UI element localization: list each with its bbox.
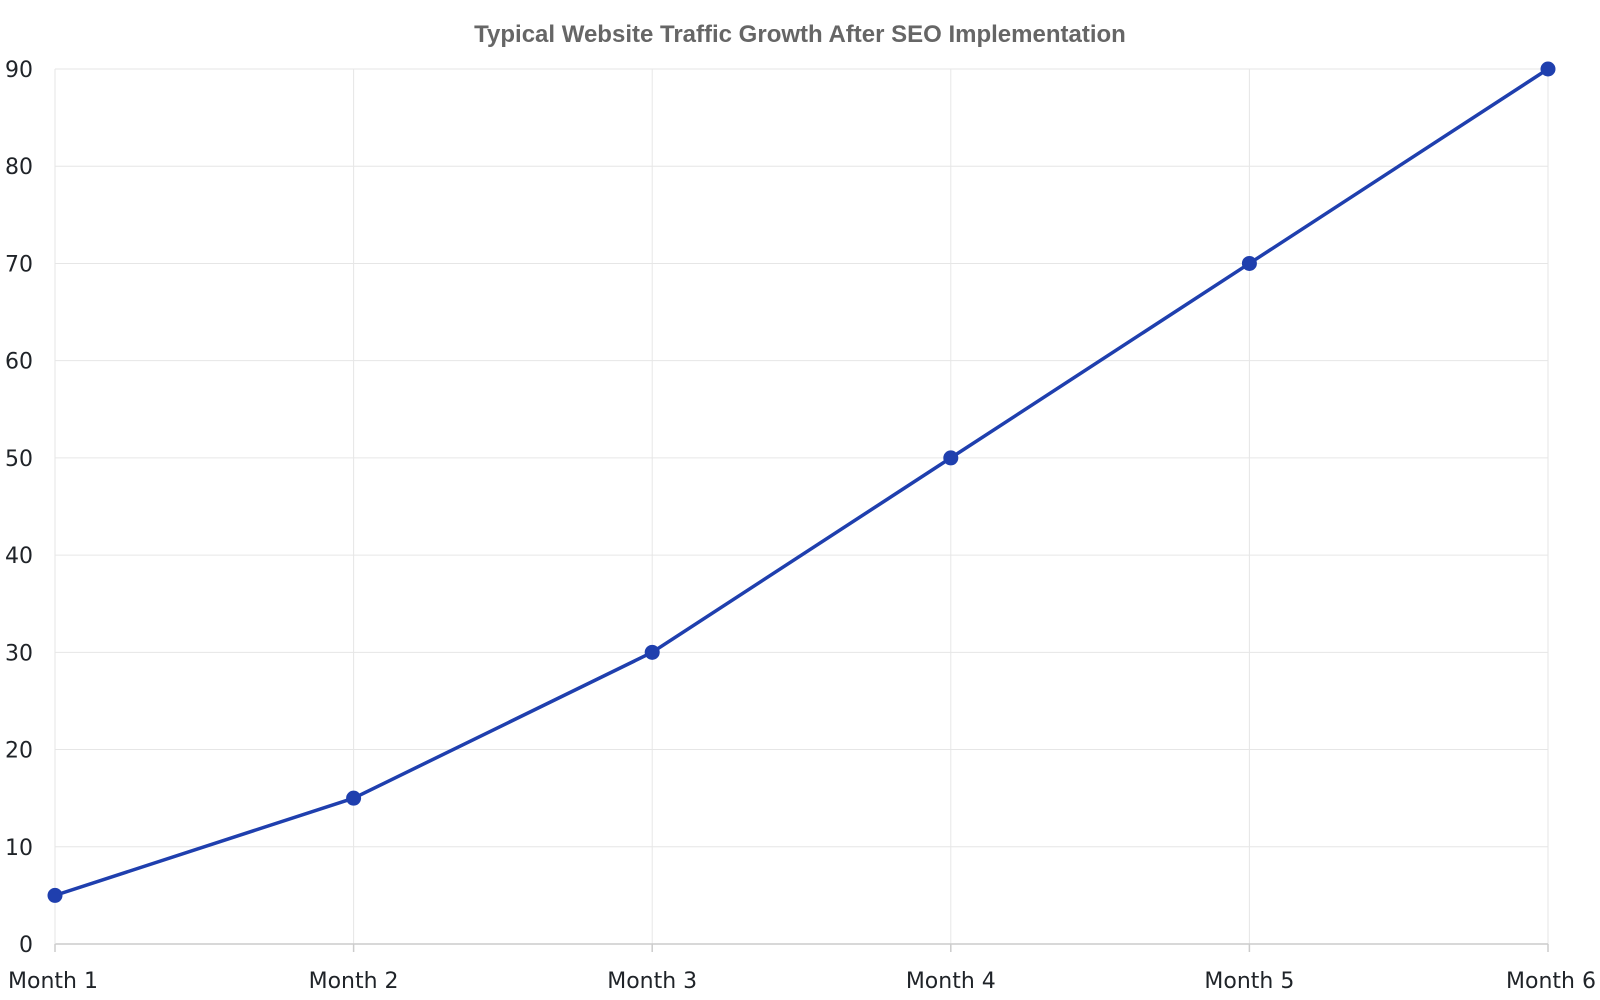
y-tick-label: 30 [5,641,33,666]
x-tick-label: Month 3 [607,969,697,994]
y-axis-tick-labels: 0 10 20 30 40 50 60 70 80 90 [5,58,33,958]
grid [54,68,1549,944]
y-tick-label: 70 [5,252,33,277]
y-tick-label: 90 [5,58,33,83]
y-tick-label: 40 [5,544,33,569]
x-tick-label: Month 4 [906,969,996,994]
y-tick-label: 80 [5,155,33,180]
y-tick-label: 60 [5,350,33,375]
data-point[interactable] [346,790,362,806]
y-tick-label: 0 [19,933,33,958]
data-point[interactable] [47,887,63,903]
series-line [53,67,1550,898]
x-axis-tick-labels: Month 1 Month 2 Month 3 Month 4 Month 5 Month… [8,969,1596,994]
x-tick-label: Month 5 [1204,969,1294,994]
data-point[interactable] [644,644,660,660]
x-tick-label: Month 6 [1506,969,1596,994]
axes [54,69,1549,952]
y-tick-label: 10 [5,836,33,861]
data-point[interactable] [1540,61,1556,77]
data-point[interactable] [1241,255,1257,271]
data-point[interactable] [943,450,959,466]
x-tick-label: Month 1 [8,969,98,994]
x-tick-label: Month 2 [309,969,399,994]
data-series [47,61,1556,903]
y-tick-label: 50 [5,447,33,472]
chart-title: Typical Website Traffic Growth After SEO… [474,21,1126,48]
y-tick-label: 20 [5,739,33,764]
